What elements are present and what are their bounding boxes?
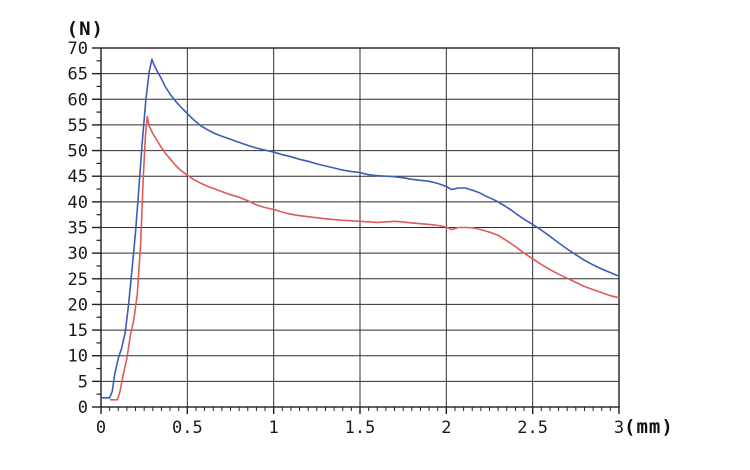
series-layer (100, 58, 620, 401)
y-tick-label: 15 (68, 321, 88, 341)
y-tick-label: 20 (68, 295, 88, 315)
y-tick-label: 10 (68, 347, 88, 367)
grid-layer (100, 47, 620, 408)
x-tick-label: 0 (96, 418, 106, 438)
axis-layer: 0 5 10 15 20 25 30 35 40 45 50 55 60 65 70 0 0.5 1 1.5 2 2.5… (68, 39, 625, 438)
y-tick-label: 40 (68, 193, 88, 213)
y-tick-label: 60 (68, 90, 88, 110)
series-line-blue-curve (100, 58, 620, 399)
x-tick-label: 3 (614, 418, 624, 438)
x-tick-label: 1.5 (345, 418, 376, 438)
series-line-red-curve (109, 115, 620, 401)
y-tick-label: 35 (68, 219, 88, 239)
y-tick-label: 25 (68, 270, 88, 290)
x-tick-label: 1 (269, 418, 279, 438)
x-tick-label: 0.5 (172, 418, 203, 438)
y-tick-label: 55 (68, 116, 88, 136)
y-tick-label: 45 (68, 167, 88, 187)
y-tick-label: 50 (68, 142, 88, 162)
x-tick-label: 2.5 (517, 418, 548, 438)
x-tick-label: 2 (441, 418, 451, 438)
x-axis-unit-label: (mm) (624, 416, 674, 438)
y-tick-label: 65 (68, 65, 88, 85)
y-tick-label: 30 (68, 244, 88, 264)
y-tick-label: 5 (78, 372, 88, 392)
y-tick-label: 0 (78, 398, 88, 418)
y-axis-unit-label: (N) (67, 18, 104, 40)
y-tick-label: 70 (68, 39, 88, 59)
